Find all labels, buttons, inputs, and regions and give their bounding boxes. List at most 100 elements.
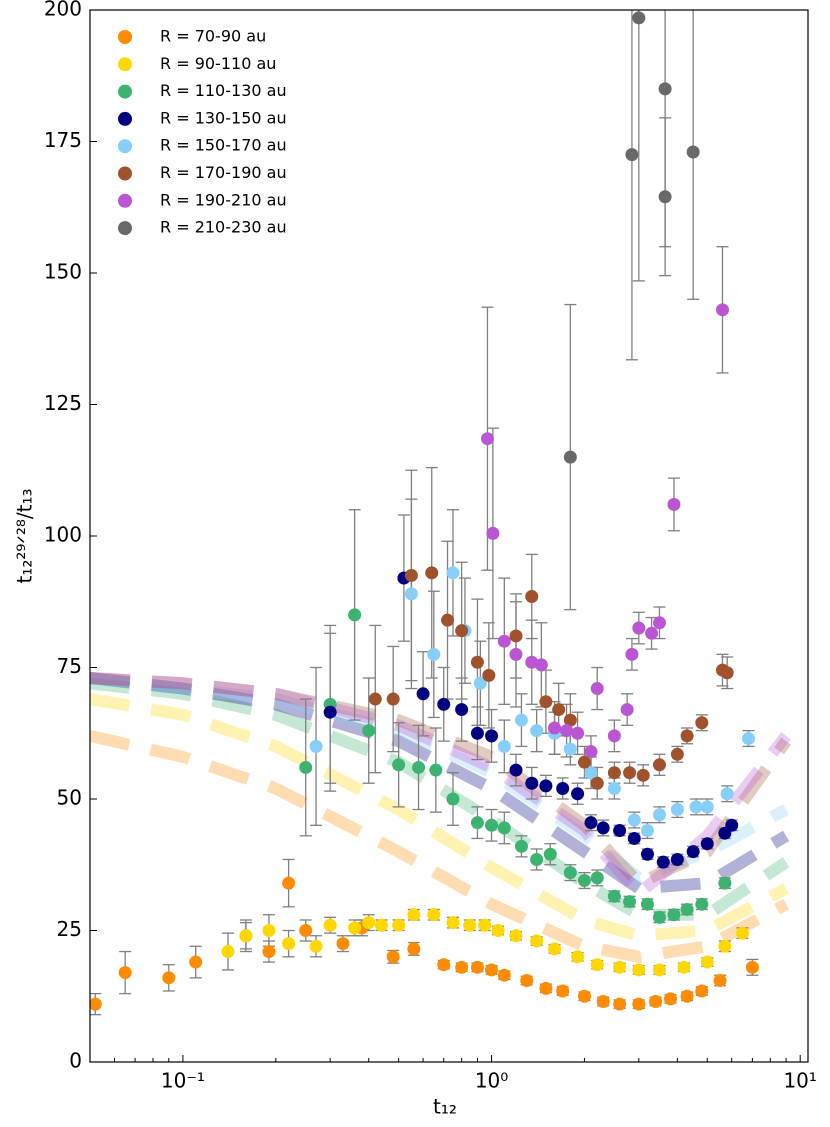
data-point — [446, 566, 460, 580]
data-point — [590, 871, 604, 885]
error-bar — [625, 10, 638, 361]
data-point — [563, 742, 577, 756]
y-tick-label: 150 — [44, 260, 82, 284]
data-point — [713, 973, 727, 987]
data-point — [560, 724, 574, 738]
data-point — [509, 647, 523, 661]
data-point — [584, 766, 598, 780]
data-point — [725, 818, 739, 832]
data-point — [539, 779, 553, 793]
data-point — [656, 855, 670, 869]
data-point — [239, 929, 253, 943]
data-point — [404, 587, 418, 601]
data-point — [392, 758, 406, 772]
data-point — [695, 984, 709, 998]
data-point — [720, 666, 734, 680]
y-tick-label: 175 — [44, 128, 82, 152]
legend-label: R = 110-130 au — [160, 81, 287, 100]
data-point — [632, 11, 646, 25]
data-point — [718, 876, 732, 890]
data-point — [427, 647, 441, 661]
data-point — [735, 926, 749, 940]
data-point — [375, 918, 389, 932]
data-point — [299, 924, 313, 937]
data-point — [571, 950, 585, 964]
data-point — [571, 726, 585, 740]
data-point — [548, 721, 562, 735]
model-curve — [90, 693, 789, 942]
data-point — [680, 729, 694, 743]
data-point — [590, 682, 604, 696]
data-point — [299, 760, 313, 774]
data-point — [689, 800, 703, 814]
data-point — [441, 613, 455, 627]
data-point — [497, 739, 511, 753]
data-point — [509, 763, 523, 777]
data-point — [437, 697, 451, 711]
y-tick-label: 200 — [44, 0, 82, 21]
legend-label: R = 170-190 au — [160, 163, 287, 182]
legend-marker — [118, 139, 132, 154]
data-point — [497, 821, 511, 835]
model-curve — [90, 672, 790, 895]
data-point — [620, 703, 634, 717]
data-point — [596, 995, 610, 1009]
data-point — [563, 713, 577, 727]
data-point — [700, 800, 714, 814]
data-point — [745, 960, 759, 974]
data-point — [463, 918, 477, 932]
data-point — [407, 908, 421, 922]
data-point — [658, 82, 672, 96]
data-point — [649, 995, 663, 1009]
data-point — [543, 847, 557, 861]
data-point — [607, 781, 621, 795]
data-point — [282, 937, 296, 951]
data-point — [695, 897, 709, 911]
data-point — [470, 816, 484, 830]
legend-label: R = 90-110 au — [160, 54, 276, 73]
data-point — [658, 190, 672, 204]
legend-label: R = 130-150 au — [160, 108, 287, 127]
y-tick-label: 50 — [57, 786, 82, 810]
data-point — [640, 824, 654, 838]
data-point — [530, 852, 544, 866]
model-curve — [90, 672, 791, 903]
data-point — [309, 739, 323, 753]
data-point — [362, 916, 376, 930]
data-point — [632, 997, 646, 1011]
data-point — [407, 942, 421, 956]
legend-label: R = 210-230 au — [160, 218, 287, 237]
data-point — [486, 526, 500, 540]
data-point — [309, 939, 323, 953]
data-point — [590, 776, 604, 790]
data-point — [455, 624, 469, 638]
data-point — [530, 724, 544, 738]
data-point — [607, 729, 621, 743]
data-point — [596, 821, 610, 835]
data-point — [700, 837, 714, 851]
data-point — [473, 676, 487, 690]
data-point — [480, 432, 494, 446]
data-point — [571, 787, 585, 801]
data-point — [470, 726, 484, 740]
data-point — [323, 705, 337, 719]
data-point — [577, 755, 591, 769]
data-point — [386, 950, 400, 964]
legend-marker — [118, 111, 132, 126]
data-point — [632, 621, 646, 635]
data-point — [640, 897, 654, 911]
data-point — [670, 852, 684, 866]
data-point — [446, 792, 460, 806]
legend-label: R = 70-90 au — [160, 27, 266, 46]
data-point — [720, 787, 734, 801]
data-point — [514, 839, 528, 853]
data-point — [625, 647, 639, 661]
legend-marker — [118, 30, 132, 44]
data-point — [509, 929, 523, 943]
y-tick-label: 75 — [57, 654, 82, 678]
data-point — [632, 963, 646, 977]
data-point — [680, 902, 694, 916]
data-point — [491, 924, 505, 937]
legend-label: R = 150-170 au — [160, 136, 287, 155]
